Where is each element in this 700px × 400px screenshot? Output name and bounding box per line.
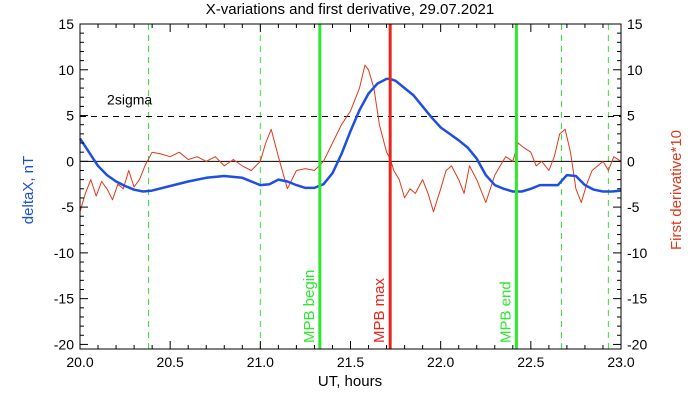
marker-label: MPB end bbox=[497, 281, 514, 343]
y-tick-label-right: -15 bbox=[627, 291, 647, 307]
y-tick-label-right: -10 bbox=[627, 245, 647, 261]
y-tick-label-right: 10 bbox=[627, 62, 643, 78]
chart-title: X-variations and first derivative, 29.07… bbox=[206, 1, 495, 18]
marker-lines: MPB begin MPB max MPB end bbox=[301, 24, 518, 349]
x-tick-label: 21.0 bbox=[247, 354, 274, 370]
series-group bbox=[78, 64, 622, 213]
y-tick-label-right: 0 bbox=[627, 153, 635, 169]
x-tick-label: 23.0 bbox=[607, 354, 634, 370]
series-line-deltaX bbox=[78, 77, 622, 193]
reference-lines: 2sigma bbox=[80, 91, 621, 162]
y-tick-label-left: 10 bbox=[58, 62, 74, 78]
x-axis-ticks: 20.0 20.5 21.0 21.5 22.0 22.5 23.0 bbox=[66, 24, 635, 370]
right-y-axis-ticks: 15 10 5 0 -5 -10 -15 -20 bbox=[613, 16, 647, 352]
y-tick-label-left: 5 bbox=[66, 108, 74, 124]
y-tick-label-right: -5 bbox=[627, 199, 640, 215]
y-tick-label-right: 15 bbox=[627, 16, 643, 32]
x-tick-label: 20.0 bbox=[66, 354, 93, 370]
y-tick-label-left: -20 bbox=[54, 336, 74, 352]
x-axis-label: UT, hours bbox=[318, 373, 382, 390]
y-tick-label-left: -15 bbox=[54, 291, 74, 307]
y-tick-label-right: -20 bbox=[627, 336, 647, 352]
y-tick-label-left: 0 bbox=[66, 153, 74, 169]
marker-label: MPB begin bbox=[301, 270, 318, 343]
sigma-label: 2sigma bbox=[107, 91, 152, 107]
x-tick-label: 21.5 bbox=[337, 354, 364, 370]
right-y-axis-label: First derivative*10 bbox=[668, 130, 685, 250]
y-tick-label-left: 15 bbox=[58, 16, 74, 32]
x-tick-label: 22.5 bbox=[517, 354, 544, 370]
y-tick-label-left: -5 bbox=[62, 199, 75, 215]
y-tick-label-right: 5 bbox=[627, 108, 635, 124]
x-tick-label: 22.0 bbox=[427, 354, 454, 370]
x-tick-label: 20.5 bbox=[157, 354, 184, 370]
left-y-axis-label: deltaX, nT bbox=[20, 156, 37, 224]
series-line-derivative bbox=[79, 64, 622, 213]
marker-label: MPB max bbox=[371, 277, 388, 343]
left-y-axis-ticks: 15 10 5 0 -5 -10 -15 -20 bbox=[54, 16, 88, 352]
y-tick-label-left: -10 bbox=[54, 245, 74, 261]
